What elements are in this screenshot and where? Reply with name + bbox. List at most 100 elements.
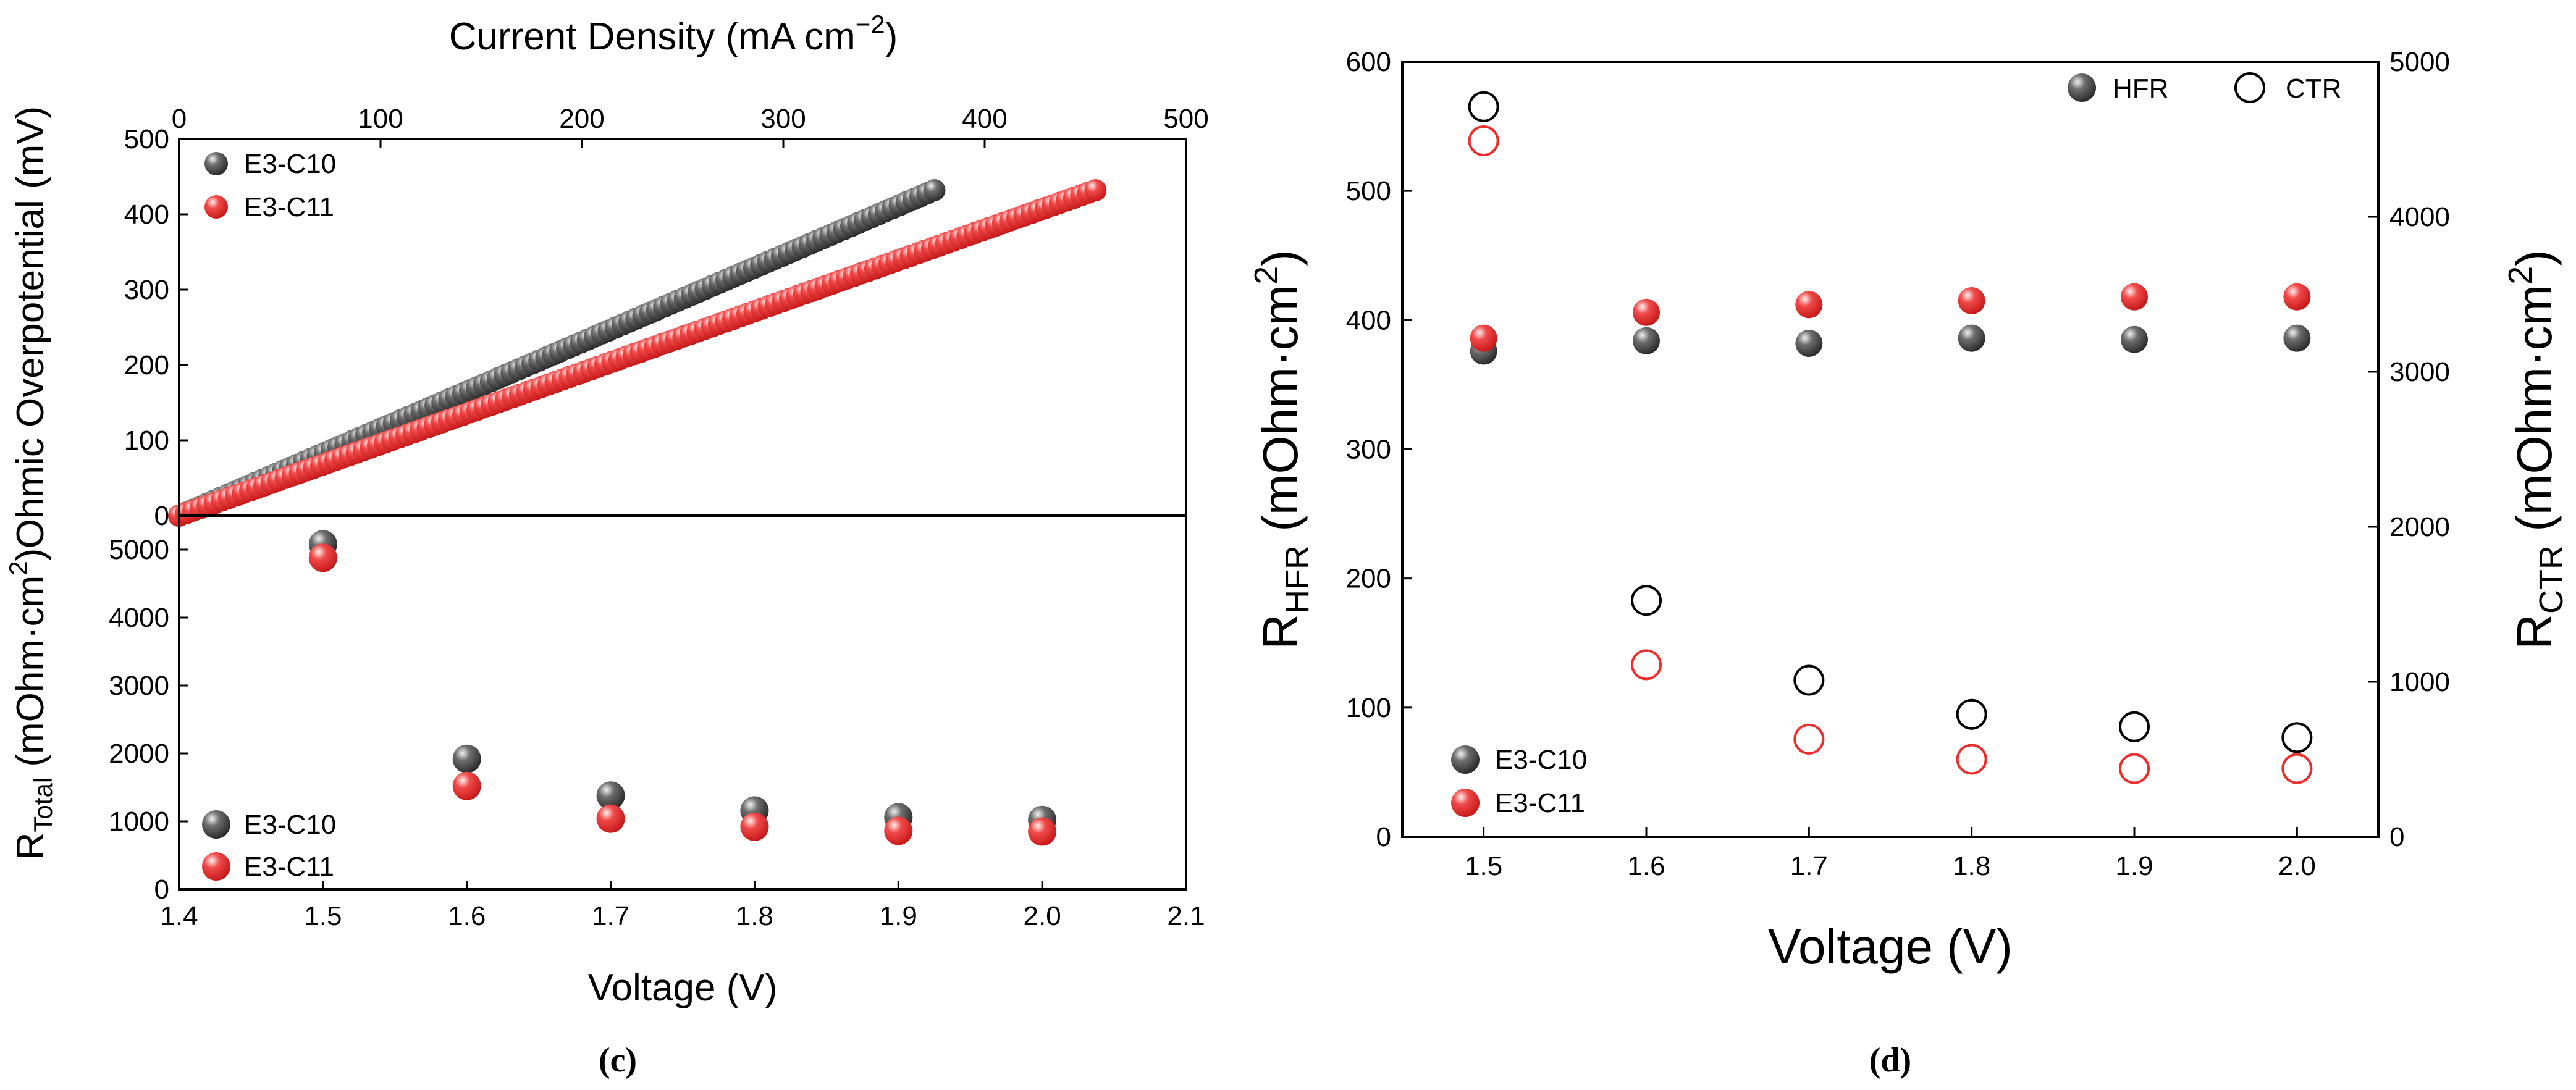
- data-point: [2119, 711, 2150, 742]
- x-tick-label: 1.9: [2115, 851, 2153, 881]
- panel-d-left-y-axis-title: RHFR (mOhm·cm2): [1248, 249, 1316, 650]
- x-top-tick-label: 500: [1163, 104, 1208, 134]
- x-top-tick-label: 0: [172, 104, 187, 134]
- legend-marker-E3-C11: [1451, 789, 1480, 817]
- y-left-tick-label: 0: [1376, 822, 1391, 852]
- legend-label: E3-C11: [1495, 788, 1585, 818]
- y-tick-label: 300: [124, 275, 169, 305]
- panel-c-bottom-x-axis-title: Voltage (V): [588, 966, 778, 1009]
- panel-c-top-plot: 0 100 200 300 400 500 0 100 200 300 400 500 Curren…: [9, 10, 1209, 548]
- y-right-tick-label: 2000: [2389, 512, 2450, 542]
- legend-label: E3-C11: [244, 192, 334, 222]
- y-right-tick-label: 3000: [2389, 357, 2450, 387]
- x-tick-label: 1.9: [880, 901, 917, 931]
- y-left-tick-label: 300: [1346, 435, 1391, 465]
- panel-c-top-data-points: [168, 178, 1107, 527]
- y-tick-label: 4000: [109, 603, 169, 633]
- legend-marker-E3-C10: [202, 810, 230, 839]
- x-tick-label: 2.1: [1167, 901, 1205, 931]
- data-point: [596, 804, 625, 833]
- panel-c-top-y-axis-title: Ohmic Overpotential (mV): [9, 106, 52, 549]
- panel-c-top-x-axis-title: Current Density (mA cm−2): [449, 10, 898, 58]
- panel-c-label: (c): [599, 1041, 637, 1080]
- data-point: [1468, 91, 1499, 122]
- x-tick-label: 1.4: [160, 901, 198, 931]
- legend-label: E3-C10: [244, 810, 336, 840]
- legend-marker-E3-C11: [204, 195, 228, 219]
- panel-c-bottom-y-ticks: 0 1000 2000 3000 4000 5000: [109, 535, 188, 905]
- y-tick-label: 3000: [109, 671, 169, 701]
- panel-d-marker-type-legend: HFR CTR: [2068, 72, 2341, 104]
- legend-marker-E3-C10: [1451, 745, 1480, 774]
- x-top-tick-label: 200: [559, 104, 604, 134]
- legend-marker-E3-C11: [202, 852, 230, 881]
- y-left-tick-label: 500: [1346, 176, 1391, 206]
- data-point: [1084, 178, 1107, 201]
- data-point: [1470, 324, 1497, 352]
- legend-marker-HFR: [2068, 73, 2096, 102]
- panel-d-sample-legend: E3-C10 E3-C11: [1451, 745, 1587, 818]
- data-point: [2283, 283, 2311, 311]
- data-point: [1795, 329, 1823, 357]
- y-right-tick-label: 5000: [2389, 47, 2450, 77]
- legend-label: E3-C10: [1495, 745, 1587, 775]
- legend-marker-E3-C10: [204, 152, 228, 175]
- data-point: [884, 816, 913, 845]
- panel-c-top-y-ticks: 0 100 200 300 400 500: [124, 124, 188, 531]
- data-point: [452, 771, 481, 800]
- y-tick-label: 0: [154, 501, 169, 531]
- series-E3-C10: [308, 530, 1057, 834]
- data-point: [1956, 744, 1987, 775]
- panel-c-bottom-data-points: [308, 530, 1057, 846]
- y-tick-label: 400: [124, 199, 169, 230]
- data-point: [740, 812, 769, 841]
- x-tick-label: 1.7: [1790, 851, 1828, 881]
- data-point: [1631, 649, 1662, 681]
- panel-d-label: (d): [1869, 1041, 1911, 1080]
- panel-c-top-x-ticks: 0 100 200 300 400 500: [172, 104, 1209, 148]
- y-left-tick-label: 100: [1346, 693, 1391, 723]
- y-right-tick-label: 0: [2389, 822, 2404, 852]
- panel-d-right-y-axis-title: RCTR (mOhm·cm2): [2502, 249, 2570, 650]
- data-point: [2121, 325, 2148, 353]
- x-tick-label: 1.5: [304, 901, 342, 931]
- data-point: [1793, 664, 1825, 696]
- legend-marker-CTR: [2234, 72, 2265, 103]
- x-top-tick-label: 300: [760, 104, 806, 134]
- y-tick-label: 1000: [109, 807, 169, 837]
- panel-d-x-axis-title: Voltage (V): [1768, 919, 2013, 974]
- panel-d-x-ticks: 1.5 1.6 1.7 1.8 1.9 2.0: [1465, 827, 2316, 881]
- data-point: [1795, 291, 1823, 319]
- data-point: [1633, 327, 1660, 354]
- data-point: [1956, 698, 1987, 730]
- panel-d-right-y-ticks: 0 1000 2000 3000 4000 5000: [2368, 47, 2450, 852]
- data-point: [2121, 283, 2148, 311]
- y-left-tick-label: 600: [1346, 47, 1391, 77]
- legend-label-HFR: HFR: [2113, 73, 2168, 104]
- x-tick-label: 1.8: [736, 901, 773, 931]
- panel-c-bottom-frame: [178, 514, 1187, 891]
- legend-label: E3-C11: [244, 852, 334, 882]
- x-top-tick-label: 400: [962, 104, 1007, 134]
- series-E3-C11: [168, 178, 1107, 527]
- y-right-tick-label: 1000: [2389, 667, 2450, 697]
- x-top-tick-label: 100: [358, 104, 403, 134]
- y-left-tick-label: 200: [1346, 564, 1391, 594]
- data-point: [923, 178, 946, 201]
- y-tick-label: 200: [124, 350, 169, 380]
- data-point: [1958, 287, 1985, 314]
- y-tick-label: 100: [124, 426, 169, 456]
- data-point: [596, 781, 625, 810]
- data-point: [2281, 722, 2313, 753]
- data-point: [2283, 324, 2311, 352]
- x-tick-label: 1.5: [1465, 851, 1502, 881]
- data-point: [1793, 723, 1825, 755]
- panel-c-bottom-y-axis-title: RTotal (mOhm·cm2): [4, 548, 57, 860]
- y-left-tick-label: 400: [1346, 305, 1391, 335]
- x-tick-label: 1.7: [592, 901, 629, 931]
- y-tick-label: 5000: [109, 535, 169, 565]
- x-tick-label: 1.8: [1953, 851, 1990, 881]
- data-point: [1958, 324, 1985, 352]
- series-E3-C10-CTR: [1468, 91, 2313, 753]
